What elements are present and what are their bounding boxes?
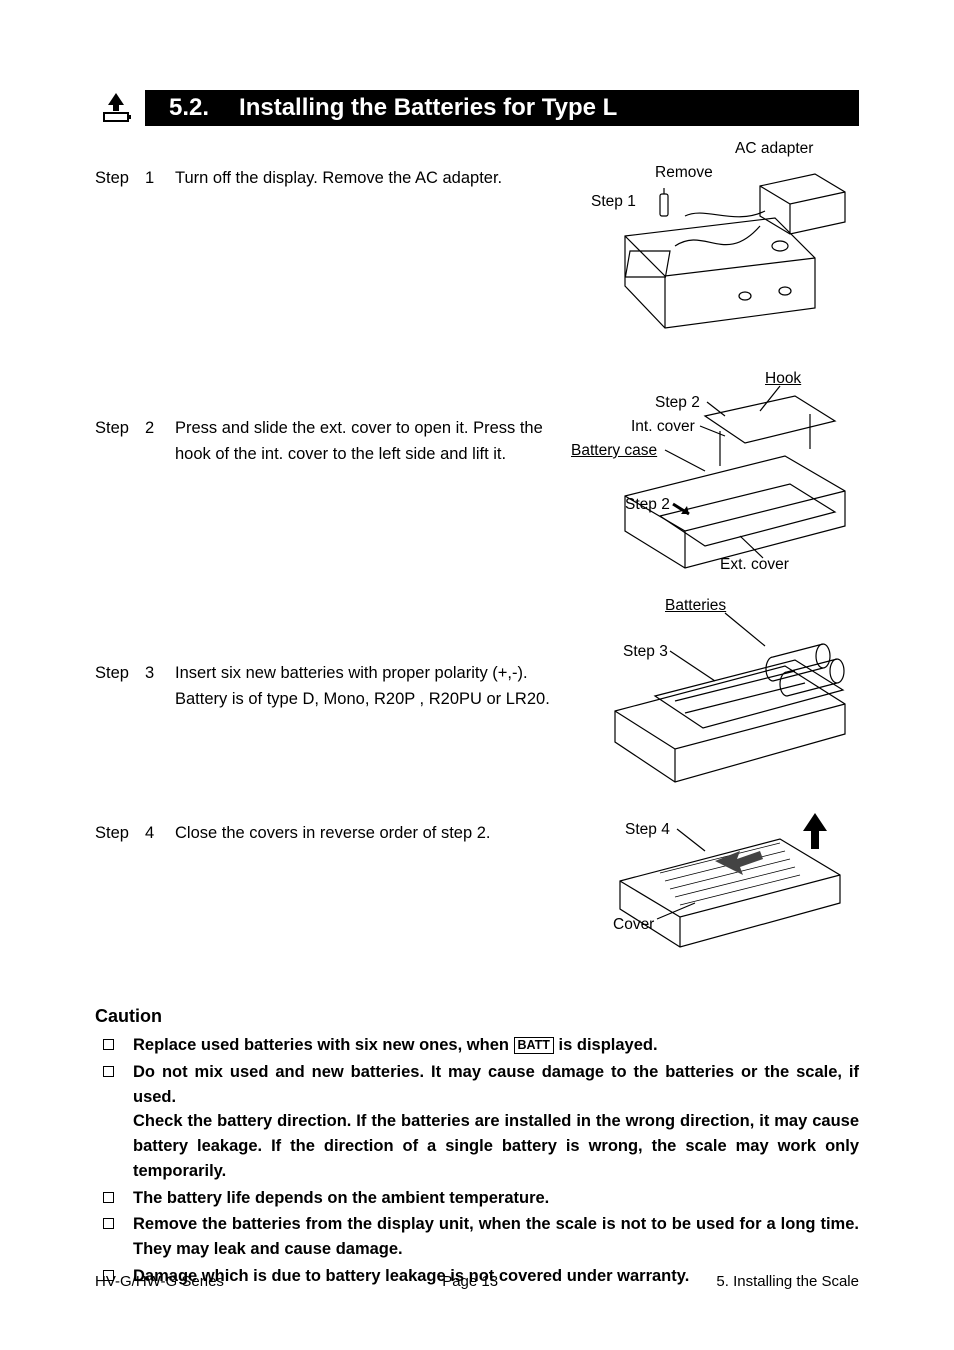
content-area: Step 1 Turn off the display. Remove the … — [95, 166, 859, 951]
label-ac-adapter: AC adapter — [735, 140, 813, 158]
steps-column: Step 1 Turn off the display. Remove the … — [95, 166, 565, 951]
section-header: 5.2. Installing the Batteries for Type L — [95, 90, 859, 126]
footer-left: HV-G/HW-G Series — [95, 1273, 224, 1290]
step-3: Step 3 Insert six new batteries with pro… — [95, 661, 555, 821]
step-text: Turn off the display. Remove the AC adap… — [175, 166, 555, 416]
step-number: 3 — [145, 661, 175, 821]
caution-section: Caution Replace used batteries with six … — [95, 1006, 859, 1289]
caution-item: Remove the batteries from the display un… — [133, 1212, 859, 1262]
step-text: Press and slide the ext. cover to open i… — [175, 416, 555, 661]
caution-text: Replace used batteries with six new ones… — [133, 1036, 514, 1054]
step-text: Close the covers in reverse order of ste… — [175, 821, 555, 871]
diagram-svg — [565, 376, 865, 586]
caution-text: Do not mix used and new batteries. It ma… — [133, 1063, 859, 1106]
step-text: Insert six new batteries with proper pol… — [175, 661, 555, 821]
caution-title: Caution — [95, 1006, 859, 1027]
caution-item: Do not mix used and new batteries. It ma… — [133, 1060, 859, 1184]
diagram-step3: Batteries Step 3 — [565, 601, 859, 801]
caution-text: is displayed. — [554, 1036, 658, 1054]
diagram-step1: AC adapter Remove Step 1 — [565, 166, 859, 376]
step-label: Step — [95, 661, 145, 821]
section-number: 5.2. — [169, 94, 209, 122]
caution-list: Replace used batteries with six new ones… — [95, 1033, 859, 1289]
batt-indicator-icon: BATT — [514, 1037, 554, 1054]
step-label: Step — [95, 166, 145, 416]
footer-center: Page 13 — [442, 1273, 498, 1290]
step-label: Step — [95, 416, 145, 661]
footer-right: 5. Installing the Scale — [716, 1273, 859, 1290]
diagram-svg — [565, 166, 855, 366]
diagram-step4: Step 4 Cover — [565, 801, 859, 951]
diagram-svg — [565, 601, 865, 801]
step-1: Step 1 Turn off the display. Remove the … — [95, 166, 555, 416]
diagram-step2: Hook Step 2 Int. cover Battery case Step… — [565, 376, 859, 601]
step-number: 2 — [145, 416, 175, 661]
caution-item: Replace used batteries with six new ones… — [133, 1033, 859, 1058]
step-number: 1 — [145, 166, 175, 416]
step-label: Step — [95, 821, 145, 871]
step-2: Step 2 Press and slide the ext. cover to… — [95, 416, 555, 661]
section-title-text: Installing the Batteries for Type L — [239, 94, 617, 122]
step-number: 4 — [145, 821, 175, 871]
section-title-bar: 5.2. Installing the Batteries for Type L — [145, 90, 859, 126]
diagram-column: AC adapter Remove Step 1 — [565, 166, 859, 951]
caution-text: Remove the batteries from the display un… — [133, 1215, 859, 1258]
caution-text: The battery life depends on the ambient … — [133, 1189, 549, 1207]
battery-down-icon — [95, 90, 137, 126]
diagram-svg — [565, 801, 865, 951]
step-4: Step 4 Close the covers in reverse order… — [95, 821, 555, 871]
page-footer: HV-G/HW-G Series Page 13 5. Installing t… — [95, 1273, 859, 1290]
caution-item: The battery life depends on the ambient … — [133, 1186, 859, 1211]
caution-text: Check the battery direction. If the batt… — [133, 1112, 859, 1180]
